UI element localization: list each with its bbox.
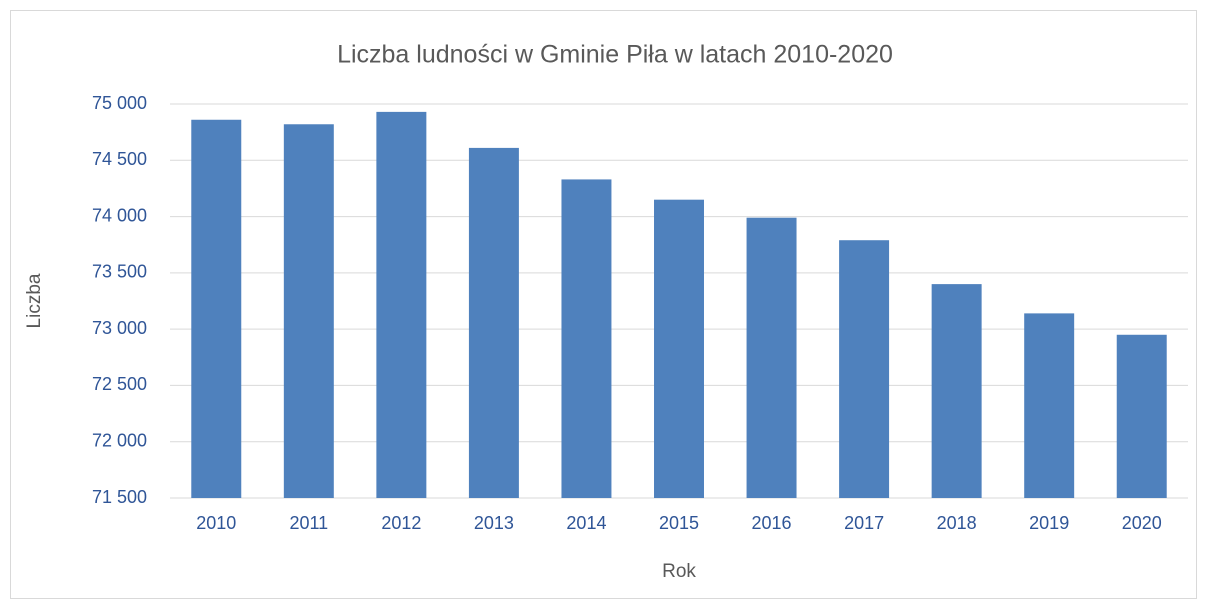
x-axis-label: Rok bbox=[662, 561, 696, 582]
y-tick-label: 75 000 bbox=[92, 93, 147, 113]
bar bbox=[931, 284, 982, 498]
y-tick-label: 74 000 bbox=[92, 205, 147, 225]
y-tick-label: 71 500 bbox=[92, 487, 147, 507]
x-tick-label: 2020 bbox=[1122, 513, 1162, 533]
y-tick-label: 72 500 bbox=[92, 374, 147, 394]
bar bbox=[191, 119, 242, 498]
y-tick-label: 72 000 bbox=[92, 430, 147, 450]
bar bbox=[468, 147, 519, 498]
y-axis-label: Liczba bbox=[24, 273, 45, 328]
bar bbox=[839, 240, 890, 498]
x-tick-label: 2015 bbox=[659, 513, 699, 533]
x-tick-label: 2014 bbox=[566, 513, 606, 533]
x-tick-label: 2018 bbox=[937, 513, 977, 533]
bar bbox=[376, 111, 427, 498]
y-tick-label: 73 500 bbox=[92, 262, 147, 282]
bar bbox=[283, 124, 334, 499]
y-tick-label: 73 000 bbox=[92, 318, 147, 338]
x-tick-label: 2012 bbox=[381, 513, 421, 533]
bar bbox=[1024, 313, 1075, 498]
bar bbox=[1116, 334, 1167, 498]
x-tick-label: 2016 bbox=[752, 513, 792, 533]
x-tick-label: 2010 bbox=[196, 513, 236, 533]
bar bbox=[561, 179, 612, 498]
bar bbox=[746, 217, 797, 498]
chart-title: Liczba ludności w Gminie Piła w latach 2… bbox=[337, 41, 893, 69]
bar bbox=[654, 199, 704, 498]
x-tick-label: 2013 bbox=[474, 513, 514, 533]
x-tick-label: 2011 bbox=[289, 513, 328, 533]
x-tick-label: 2017 bbox=[844, 513, 884, 533]
x-tick-label: 2019 bbox=[1029, 513, 1069, 533]
y-tick-label: 74 500 bbox=[92, 149, 147, 169]
